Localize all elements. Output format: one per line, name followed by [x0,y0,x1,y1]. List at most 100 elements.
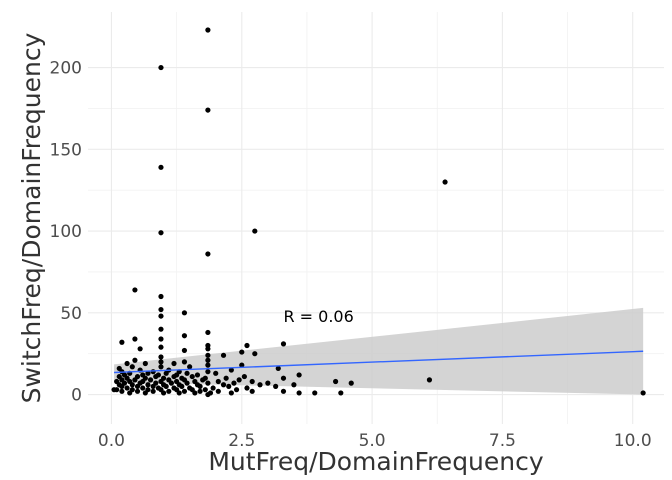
data-point [181,359,188,365]
data-point [197,383,203,389]
x-tick-label: 7.5 [489,431,516,451]
data-point [205,329,211,336]
data-point [249,388,255,394]
data-point [200,377,206,383]
data-point [124,385,130,391]
data-point [119,383,125,389]
data-point [265,380,271,386]
data-point [231,380,237,386]
data-point [184,370,190,376]
data-point [166,388,172,394]
y-tick-labels: 0 50 100 150 200 [50,59,82,406]
data-point [280,388,287,394]
data-point [205,251,211,257]
data-point [158,326,164,332]
data-point [187,364,193,370]
data-point [158,313,164,319]
data-point [210,385,216,391]
data-point [142,390,148,396]
x-tick-label: 5.0 [359,431,386,451]
data-point [132,336,138,342]
data-point [134,383,141,389]
data-point [158,344,164,350]
data-point [213,370,219,376]
data-point [192,390,198,396]
data-point [252,351,258,357]
data-point [119,339,125,345]
y-tick-label: 0 [71,386,82,406]
data-point [181,388,188,394]
data-point [158,364,164,370]
data-point [163,383,169,389]
data-point [244,385,250,391]
data-point [147,377,154,383]
data-point [181,333,188,339]
data-point [275,365,281,372]
y-tick-label: 200 [50,59,82,79]
data-point [205,346,211,352]
data-point [252,228,258,234]
data-point [205,352,211,358]
data-point [233,387,240,393]
data-point [184,380,190,386]
data-point [226,383,232,389]
y-tick-label: 100 [50,222,82,242]
data-point [228,367,234,373]
data-point [205,107,211,113]
x-tick-label: 10.0 [614,431,652,451]
data-point [132,287,138,293]
data-point [179,383,185,389]
x-axis-title: MutFreq/DomainFrequency [208,447,544,476]
data-point [158,306,164,313]
data-point [338,390,344,396]
data-point [239,362,245,368]
data-point [312,390,318,396]
data-point [176,390,182,396]
data-point [205,27,211,33]
data-point [197,388,203,394]
data-point [158,164,164,170]
data-point [132,377,138,383]
data-point [257,382,263,388]
data-point [145,382,151,388]
data-point [640,390,646,396]
data-point [158,230,164,236]
data-point [181,310,188,316]
data-points [111,27,646,398]
data-point [273,383,279,389]
data-point [111,387,117,393]
data-point [205,369,211,375]
data-point [150,388,156,394]
regression-line [114,350,644,374]
data-point [426,377,433,383]
data-point [153,373,159,380]
data-point [205,362,211,368]
data-point [142,360,148,367]
data-point [249,378,255,385]
data-point [280,341,287,347]
data-point [127,390,133,396]
data-point [145,370,151,376]
data-point [171,360,177,367]
confidence-band [114,307,644,395]
data-point [244,342,250,349]
data-point [129,364,135,370]
data-point [163,370,169,376]
data-point [124,360,130,367]
data-point [205,357,211,363]
data-point [348,380,354,386]
data-point [296,390,302,396]
data-point [220,352,227,358]
data-point [189,373,195,380]
data-point [215,378,221,385]
data-point [181,347,188,354]
data-point [119,388,125,394]
x-tick-label: 2.5 [228,431,255,451]
data-point [223,375,229,381]
data-point [160,390,167,396]
data-point [168,380,175,386]
data-point [150,383,156,389]
data-point [158,293,164,300]
data-point [205,380,211,386]
